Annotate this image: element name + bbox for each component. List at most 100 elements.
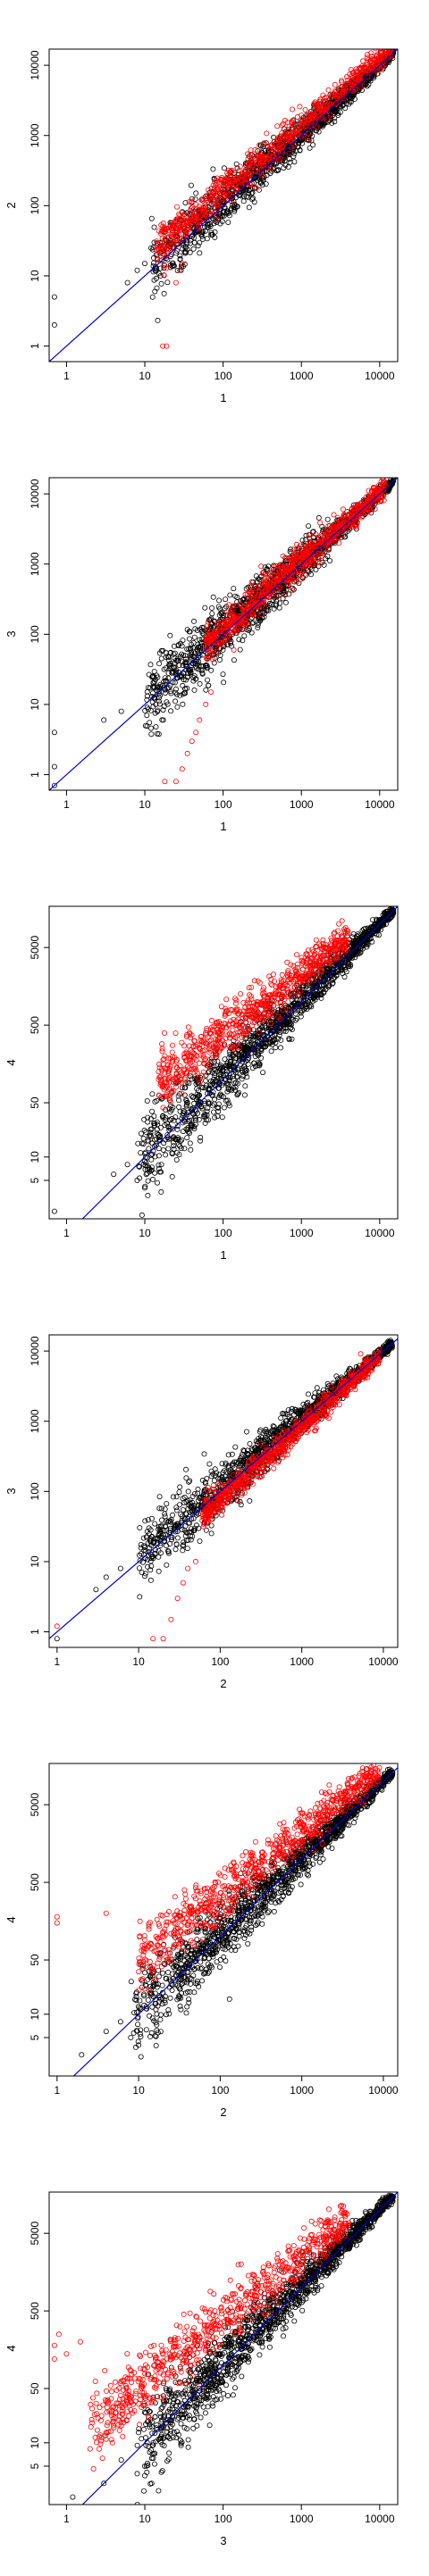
data-point	[240, 1077, 244, 1081]
y-axis-label: 3	[4, 630, 18, 637]
data-point	[139, 1131, 143, 1136]
data-point	[125, 280, 130, 285]
plot-area	[26, 883, 422, 1275]
data-point	[150, 1109, 155, 1113]
data-point	[142, 262, 147, 266]
data-point	[189, 739, 194, 744]
data-point	[180, 767, 184, 771]
data-point	[52, 730, 56, 735]
data-point	[154, 724, 158, 729]
data-point	[191, 619, 196, 623]
data-point	[243, 1084, 248, 1088]
data-point	[173, 779, 178, 784]
data-point	[165, 280, 170, 285]
data-point	[191, 246, 196, 251]
y-tick-label: 10000	[29, 50, 41, 80]
data-point	[269, 1049, 273, 1054]
x-tick-label: 10000	[365, 370, 395, 382]
data-point	[316, 515, 321, 520]
data-point	[242, 634, 247, 638]
data-point	[206, 188, 211, 192]
data-point	[150, 1092, 155, 1096]
data-point	[192, 688, 197, 692]
data-point	[204, 688, 208, 692]
data-point	[290, 107, 294, 112]
data-point	[366, 488, 371, 493]
data-point	[361, 59, 366, 63]
data-point	[265, 575, 269, 579]
data-point	[231, 587, 236, 591]
data-point	[223, 597, 228, 602]
data-point	[350, 935, 355, 939]
data-point	[222, 680, 226, 685]
data-point	[173, 280, 178, 285]
series-black-points	[52, 906, 396, 1217]
data-point	[381, 475, 385, 479]
x-tick-label: 10	[139, 798, 151, 811]
data-point	[318, 521, 323, 525]
data-point	[145, 713, 149, 718]
data-point	[185, 1136, 189, 1140]
data-point	[211, 595, 215, 599]
series-red-points	[154, 35, 395, 348]
data-point	[217, 598, 222, 603]
data-point	[175, 704, 180, 709]
x-tick-label: 100	[214, 798, 232, 811]
data-point	[280, 123, 284, 128]
data-point	[307, 146, 312, 150]
data-point	[325, 517, 330, 521]
data-point	[320, 532, 324, 537]
data-point	[52, 322, 56, 327]
data-point	[164, 1153, 168, 1157]
data-point	[388, 43, 392, 47]
data-point	[326, 88, 331, 92]
data-point	[278, 1046, 282, 1050]
identity-line	[26, 456, 422, 811]
x-tick-label: 10000	[365, 798, 395, 811]
data-point	[102, 718, 106, 722]
data-point	[52, 764, 56, 769]
data-point	[373, 46, 377, 51]
data-point	[153, 1171, 157, 1175]
data-point	[388, 38, 392, 43]
data-point	[221, 672, 225, 677]
data-point	[265, 131, 269, 136]
data-point	[211, 167, 215, 171]
data-point	[173, 699, 178, 704]
data-point	[181, 683, 185, 688]
data-point	[283, 600, 288, 604]
data-point	[174, 1157, 179, 1162]
data-point	[215, 1114, 220, 1119]
data-point	[228, 593, 232, 597]
data-point	[259, 1055, 264, 1060]
x-axis-label: 1	[220, 391, 226, 404]
data-point	[194, 730, 198, 735]
data-point	[209, 605, 214, 610]
data-point	[389, 40, 393, 45]
data-point	[156, 318, 160, 322]
y-tick-label: 1	[29, 343, 41, 349]
data-point	[150, 295, 155, 299]
x-tick-label: 1000	[290, 370, 314, 382]
data-point	[181, 702, 185, 706]
data-point	[153, 289, 157, 294]
data-point	[150, 691, 155, 696]
data-point	[210, 612, 214, 616]
data-point	[159, 656, 164, 661]
data-point	[174, 204, 179, 209]
data-point	[238, 647, 242, 652]
data-point	[387, 43, 391, 47]
data-point	[198, 251, 202, 255]
data-point	[161, 1147, 165, 1152]
data-point	[159, 1189, 164, 1194]
data-point	[206, 683, 211, 688]
data-point	[152, 225, 156, 229]
y-tick-label: 10	[29, 270, 41, 282]
data-point	[155, 286, 159, 290]
data-point	[277, 605, 282, 610]
data-point	[250, 621, 255, 626]
data-point	[181, 638, 185, 643]
data-point	[148, 663, 153, 667]
data-point	[328, 558, 332, 563]
